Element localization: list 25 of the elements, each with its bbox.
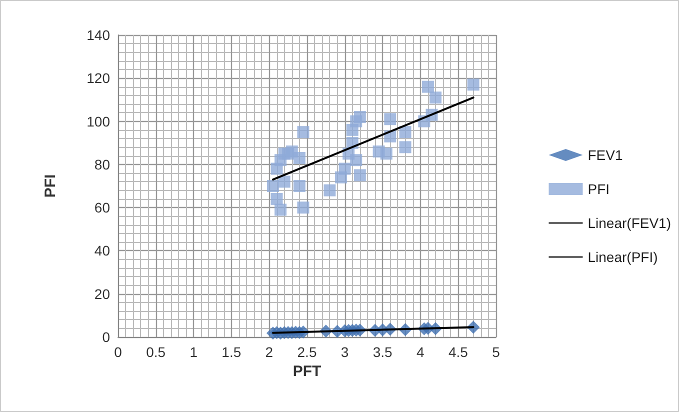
x-tick-label: 0.5: [146, 344, 166, 360]
legend-label: Linear(FEV1): [588, 215, 672, 231]
y-axis-title: PFI: [42, 174, 59, 198]
x-tick-label: 1.5: [222, 344, 242, 360]
legend-label: Linear(PFI): [588, 249, 658, 265]
x-tick-label: 5: [492, 344, 500, 360]
x-tick-label: 3.5: [372, 344, 393, 360]
legend-label: PFI: [588, 181, 610, 197]
y-tick-label: 120: [86, 70, 110, 86]
x-tick-label: 2.5: [297, 344, 317, 360]
y-tick-label: 20: [94, 286, 110, 302]
y-tick-label: 80: [94, 156, 110, 172]
x-tick-label: 0: [114, 344, 122, 360]
x-tick-label: 3: [340, 344, 349, 360]
x-tick-label: 2: [265, 344, 274, 360]
y-tick-label: 0: [102, 329, 110, 345]
legend-label: FEV1: [588, 147, 623, 163]
x-tick-label: 4: [416, 344, 424, 360]
y-tick-label: 100: [86, 113, 110, 130]
x-axis-title: PFT: [292, 362, 322, 380]
y-tick-label: 60: [94, 200, 110, 216]
y-tick-label: 40: [94, 242, 110, 259]
y-tick-label: 140: [86, 27, 110, 43]
x-tick-label: 1: [190, 344, 198, 360]
x-tick-label: 4.5: [448, 344, 468, 360]
